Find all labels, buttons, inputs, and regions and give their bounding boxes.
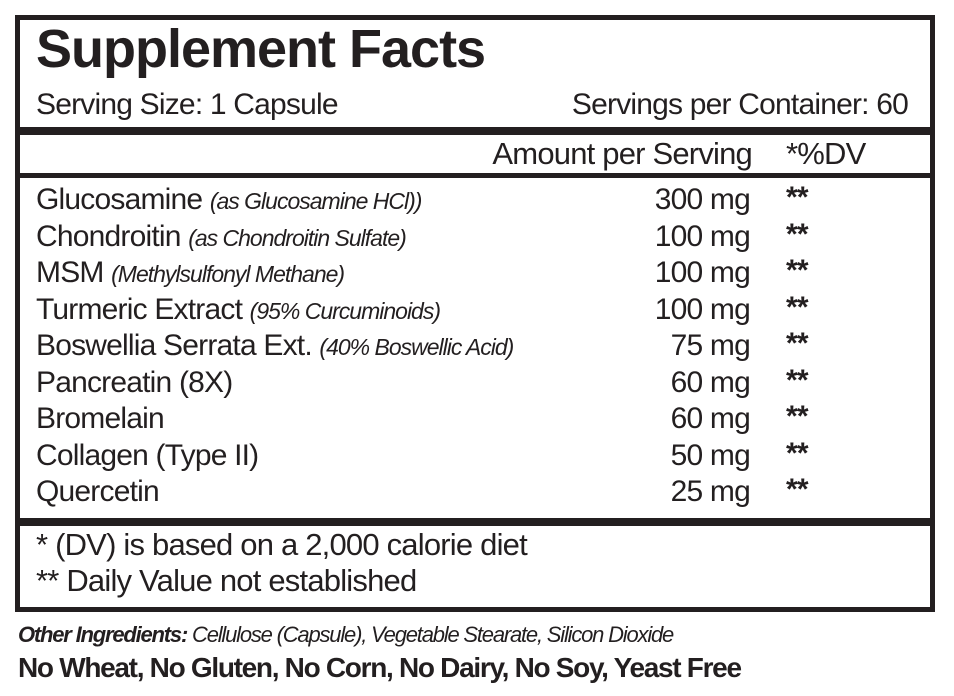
ingredient-name-text: Turmeric Extract — [36, 292, 243, 326]
ingredient-name-text: Collagen (Type II) — [36, 438, 259, 472]
ingredient-name-text: Glucosamine — [36, 183, 203, 216]
ingredient-row: Pancreatin (8X) 60 mg ** — [36, 363, 916, 403]
ingredient-row: Quercetin 25 mg ** — [36, 473, 916, 512]
other-ingredients: Other Ingredients: Cellulose (Capsule), … — [18, 622, 674, 648]
dv-header: *%DV — [786, 136, 866, 171]
ingredient-row: Turmeric Extract (95% Curcuminoids) 100 m… — [36, 290, 916, 330]
ingredient-amount: 75 mg — [670, 329, 751, 362]
footnote-not-established: ** Daily Value not established — [36, 563, 417, 598]
ingredient-detail: (95% Curcuminoids) — [249, 297, 441, 324]
thick-divider — [20, 127, 930, 135]
ingredient-amount: 300 mg — [654, 183, 751, 216]
ingredient-dv: ** — [786, 290, 809, 324]
ingredient-name: Bromelain — [36, 402, 165, 436]
ingredient-name-text: Bromelain — [36, 402, 165, 435]
ingredient-amount: 100 mg — [654, 292, 751, 326]
ingredient-row: MSM (Methylsulfonyl Methane) 100 mg ** — [36, 254, 916, 293]
ingredient-name: Turmeric Extract (95% Curcuminoids) — [36, 292, 441, 327]
ingredient-dv: ** — [786, 217, 809, 251]
ingredient-name-text: Chondroitin — [36, 219, 181, 253]
ingredient-name-text: Pancreatin (8X) — [36, 365, 233, 399]
ingredient-name-text: Boswellia Serrata Ext. — [36, 329, 313, 362]
ingredient-name-text: MSM — [36, 256, 104, 289]
panel-title: Supplement Facts — [36, 19, 486, 79]
ingredient-dv: ** — [786, 254, 809, 287]
ingredient-amount: 60 mg — [670, 402, 751, 435]
ingredient-row: Boswellia Serrata Ext. (40% Boswellic Ac… — [36, 327, 916, 366]
ingredient-dv: ** — [786, 400, 809, 433]
other-ingredients-value: Cellulose (Capsule), Vegetable Stearate,… — [192, 622, 674, 647]
ingredient-detail: (as Chondroitin Sulfate) — [188, 224, 407, 251]
ingredient-dv: ** — [786, 327, 809, 360]
amount-header: Amount per Serving — [492, 136, 752, 171]
ingredient-detail: (as Glucosamine HCl)) — [209, 188, 423, 214]
ingredient-detail: (Methylsulfonyl Methane) — [111, 261, 345, 287]
ingredient-name: Glucosamine (as Glucosamine HCl)) — [36, 183, 423, 217]
ingredient-dv: ** — [786, 181, 809, 214]
supplement-facts-panel — [15, 15, 935, 612]
ingredient-row: Glucosamine (as Glucosamine HCl)) 300 mg *… — [36, 181, 916, 220]
thick-divider — [20, 518, 930, 526]
ingredient-amount: 60 mg — [670, 365, 751, 399]
ingredient-name: Collagen (Type II) — [36, 438, 259, 473]
ingredient-row: Bromelain 60 mg ** — [36, 400, 916, 439]
ingredient-row: Collagen (Type II) 50 mg ** — [36, 436, 916, 476]
ingredient-amount: 100 mg — [654, 256, 751, 289]
ingredient-name: Boswellia Serrata Ext. (40% Boswellic Ac… — [36, 329, 514, 363]
serving-size: Serving Size: 1 Capsule — [36, 88, 339, 121]
ingredient-dv: ** — [786, 436, 809, 470]
ingredient-dv: ** — [786, 473, 809, 506]
ingredient-name: Chondroitin (as Chondroitin Sulfate) — [36, 219, 407, 254]
ingredient-name: Pancreatin (8X) — [36, 365, 233, 400]
ingredient-name-text: Quercetin — [36, 475, 160, 508]
footnote-dv: * (DV) is based on a 2,000 calorie diet — [36, 527, 528, 562]
ingredient-name: MSM (Methylsulfonyl Methane) — [36, 256, 345, 290]
other-ingredients-label: Other Ingredients: — [18, 622, 188, 647]
header-divider — [20, 173, 930, 178]
ingredient-amount: 50 mg — [670, 438, 751, 472]
ingredient-detail: (40% Boswellic Acid) — [319, 334, 514, 360]
ingredient-row: Chondroitin (as Chondroitin Sulfate) 100 … — [36, 217, 916, 257]
ingredient-amount: 100 mg — [654, 219, 751, 253]
ingredient-amount: 25 mg — [670, 475, 751, 508]
ingredient-dv: ** — [786, 363, 809, 397]
ingredient-name: Quercetin — [36, 475, 160, 509]
servings-per-container: Servings per Container: 60 — [571, 88, 909, 121]
allergen-statement: No Wheat, No Gluten, No Corn, No Dairy, … — [18, 652, 742, 683]
